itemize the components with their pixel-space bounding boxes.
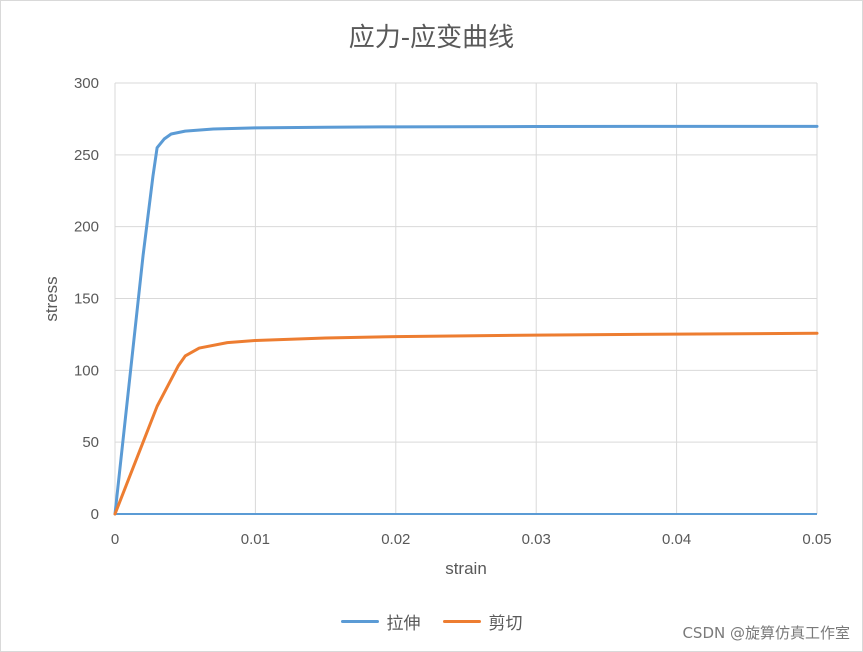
x-tick-label: 0.03 [522,531,551,548]
legend-label-shear: 剪切 [488,614,523,634]
x-axis-label: strain [445,559,487,578]
series-lines [113,124,819,516]
watermark: CSDN @旋算仿真工作室 [682,624,850,642]
series-line-0 [113,124,819,516]
x-tick-label: 0.05 [802,531,831,548]
legend-item-shear[interactable]: 剪切 [442,609,523,634]
y-tick-label: 50 [82,434,99,451]
legend-swatch-tensile [340,620,379,623]
x-tick-label: 0.01 [241,531,270,548]
y-tick-label: 0 [91,506,99,523]
y-tick-label: 250 [74,147,99,164]
series-line-1 [113,331,819,516]
grid-lines [114,82,818,515]
x-tick-label: 0.04 [662,531,691,548]
legend: 拉伸 剪切 [1,609,862,634]
y-tick-label: 100 [74,362,99,379]
y-tick-label: 150 [74,291,99,308]
legend-item-tensile[interactable]: 拉伸 [340,609,421,634]
chart-title: 应力-应变曲线 [348,23,515,53]
y-tick-label: 200 [74,219,99,236]
legend-swatch-shear [442,620,481,623]
x-tick-label: 0 [111,531,119,548]
x-tick-label: 0.02 [381,531,410,548]
y-axis-label: stress [42,276,61,321]
y-tick-label: 300 [74,75,99,92]
legend-label-tensile: 拉伸 [386,614,421,634]
tick-labels: 0 50 100 150 200 250 300 0 0.01 0.02 0.03 0.04 0.05 [74,75,832,548]
